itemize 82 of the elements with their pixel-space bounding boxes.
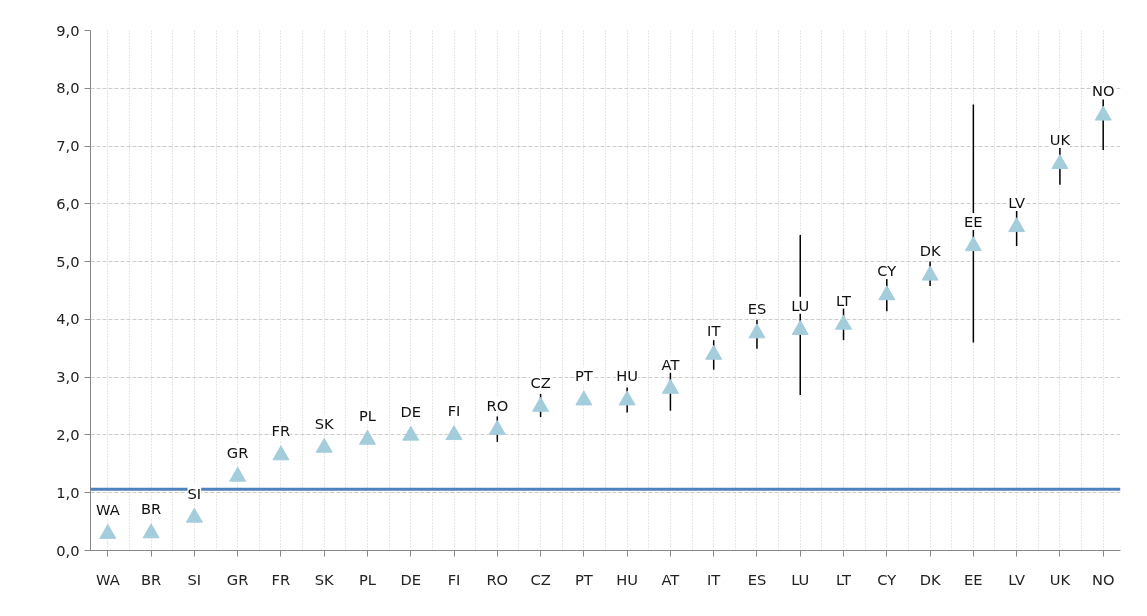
- y-tick-label: 2,0: [56, 425, 80, 443]
- annotation: CZ: [530, 373, 551, 391]
- annotation: CY: [877, 262, 897, 280]
- x-tick-label: IT: [707, 570, 721, 588]
- point: [878, 285, 896, 301]
- annotation: DK: [919, 242, 941, 260]
- x-tick-label: UK: [1049, 570, 1071, 588]
- x-tick-label: SK: [314, 570, 335, 588]
- annotation: BR: [140, 500, 162, 518]
- annotation: IT: [707, 321, 721, 339]
- point: [402, 425, 420, 441]
- y-tick-label: 3,0: [56, 368, 80, 386]
- annotation: LT: [835, 291, 852, 309]
- annotation: NO: [1091, 82, 1115, 100]
- annotation: FR: [271, 422, 291, 440]
- x-tick-label: CY: [877, 570, 897, 588]
- y-tick-label: 4,0: [56, 310, 80, 328]
- point: [661, 378, 679, 394]
- point: [272, 445, 290, 461]
- annotation: LU: [791, 296, 810, 314]
- annotation: AT: [661, 355, 680, 373]
- y-tick-label: 1,0: [56, 483, 80, 501]
- y-tick-label: 9,0: [56, 21, 80, 39]
- x-tick-label: NO: [1091, 570, 1115, 588]
- point: [964, 236, 982, 252]
- annotation: EE: [964, 213, 983, 231]
- y-tick-label: 5,0: [56, 252, 80, 270]
- annotation: SK: [314, 414, 335, 432]
- annotation: GR: [226, 443, 249, 461]
- x-tick-label: AT: [661, 570, 680, 588]
- x-tick-label: EE: [964, 570, 983, 588]
- x-tick-label: LU: [791, 570, 810, 588]
- annotation: WA: [95, 500, 120, 518]
- point: [705, 344, 723, 360]
- x-tick-label: LV: [1008, 570, 1025, 588]
- annotation: PL: [358, 406, 377, 424]
- x-tick-label: CZ: [530, 570, 551, 588]
- point: [229, 466, 247, 482]
- x-tick-label: ES: [747, 570, 767, 588]
- annotation: UK: [1049, 130, 1071, 148]
- point: [835, 314, 853, 330]
- x-tick-label: PL: [358, 570, 377, 588]
- point: [185, 507, 203, 523]
- point: [1094, 105, 1112, 121]
- annotation: ES: [747, 300, 767, 318]
- point: [921, 265, 939, 281]
- point: [791, 320, 809, 335]
- point: [618, 390, 636, 406]
- point: [315, 437, 333, 453]
- x-tick-label: RO: [486, 570, 509, 588]
- x-tick-label: GR: [226, 570, 249, 588]
- annotation: DE: [400, 402, 422, 420]
- x-tick-label: FR: [271, 570, 291, 588]
- x-tick-label: DE: [400, 570, 422, 588]
- x-tick-label: FI: [447, 570, 461, 588]
- point: [99, 524, 117, 539]
- y-tick-label: 0,0: [56, 541, 80, 559]
- point: [1051, 154, 1069, 170]
- x-tick-label: SI: [187, 570, 202, 588]
- annotation: RO: [486, 396, 509, 414]
- x-tick-label: BR: [140, 570, 162, 588]
- annotation: PT: [574, 367, 593, 385]
- point: [1008, 217, 1026, 233]
- point: [748, 323, 766, 339]
- x-tick-label: LT: [835, 570, 852, 588]
- x-tick-label: HU: [616, 570, 639, 588]
- point: [532, 396, 550, 412]
- point: [488, 420, 506, 435]
- point: [575, 390, 593, 406]
- y-tick-label: 6,0: [56, 194, 80, 212]
- x-tick-label: WA: [95, 570, 120, 588]
- annotation: FI: [447, 401, 461, 419]
- annotation: HU: [616, 367, 639, 385]
- point: [142, 523, 160, 539]
- y-tick-label: 7,0: [56, 137, 80, 155]
- annotation: SI: [187, 484, 202, 502]
- y-tick-label: 8,0: [56, 79, 80, 97]
- annotation: LV: [1008, 193, 1025, 211]
- point: [445, 425, 463, 441]
- x-tick-label: DK: [919, 570, 941, 588]
- x-tick-label: PT: [574, 570, 593, 588]
- point: [358, 429, 376, 445]
